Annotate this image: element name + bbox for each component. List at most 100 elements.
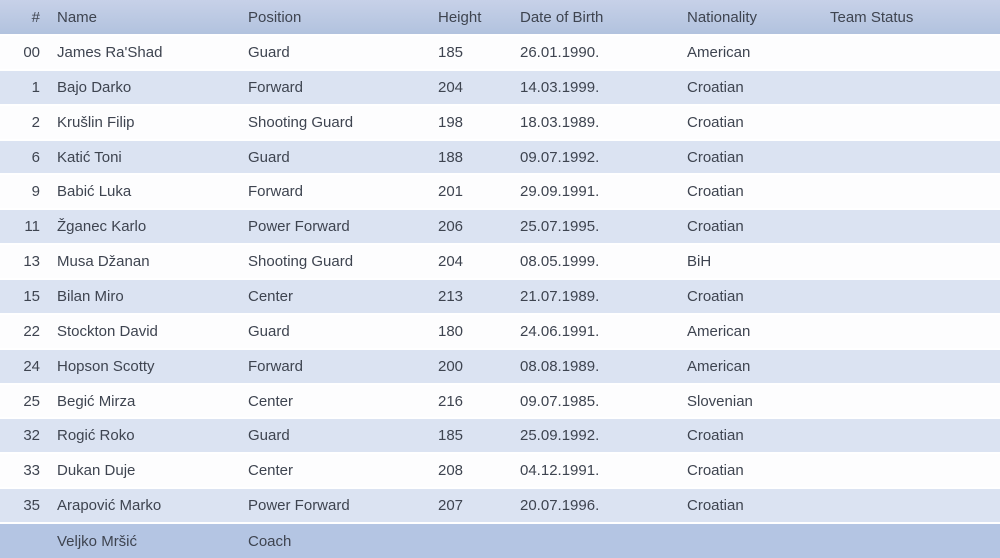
- roster-table-body: 00 James Ra'Shad Guard 185 26.01.1990. Americ…: [0, 35, 1000, 558]
- column-header-team_status: Team Status: [830, 8, 914, 26]
- cell-height: 180: [438, 322, 464, 340]
- cell-dob: 09.07.1992.: [520, 148, 600, 166]
- cell-position: Coach: [248, 532, 292, 550]
- cell-name: Stockton David: [57, 322, 158, 340]
- cell-name: Bilan Miro: [57, 287, 124, 305]
- cell-team_status: [827, 279, 1000, 314]
- cell-dob: 25.09.1992.: [520, 427, 600, 445]
- cell-position: Guard: [248, 43, 290, 61]
- cell-num: 32: [23, 427, 40, 445]
- cell-position: Power Forward: [248, 218, 350, 236]
- cell-nationality: Croatian: [687, 78, 744, 96]
- cell-nationality: Croatian: [687, 497, 744, 515]
- cell-team_status: [827, 384, 1000, 419]
- cell-position: Power Forward: [248, 497, 350, 515]
- cell-name: Žganec Karlo: [57, 218, 147, 236]
- cell-name: Krušlin Filip: [57, 113, 135, 131]
- coach-row: Veljko Mršić Coach: [0, 523, 1000, 558]
- cell-name: Katić Toni: [57, 148, 122, 166]
- cell-nationality: American: [687, 322, 751, 340]
- cell-name: Arapović Marko: [57, 497, 162, 515]
- header-row: # Name Position Height Date of Birth National…: [0, 0, 1000, 35]
- column-header-num: #: [31, 8, 40, 26]
- cell-num: 22: [23, 322, 40, 340]
- cell-dob: 14.03.1999.: [520, 78, 600, 96]
- cell-position: Shooting Guard: [248, 253, 354, 271]
- cell-num: 25: [23, 392, 40, 410]
- cell-height: 216: [438, 392, 464, 410]
- column-header-dob: Date of Birth: [520, 8, 604, 26]
- cell-dob: 04.12.1991.: [520, 462, 600, 480]
- cell-name: Begić Mirza: [57, 392, 136, 410]
- table-row: 13 Musa Džanan Shooting Guard 204 08.05.1999…: [0, 244, 1000, 280]
- cell-dob: 08.05.1999.: [520, 253, 600, 271]
- cell-nationality: Croatian: [687, 427, 744, 445]
- cell-height: 213: [438, 287, 464, 305]
- table-row: 15 Bilan Miro Center 213 21.07.1989. Croatian: [0, 279, 1000, 314]
- table-row: 2 Krušlin Filip Shooting Guard 198 18.03.198…: [0, 104, 1000, 140]
- cell-height: 204: [438, 78, 464, 96]
- cell-num: 00: [23, 43, 40, 61]
- cell-dob: 08.08.1989.: [520, 357, 600, 375]
- table-row: 32 Rogić Roko Guard 185 25.09.1992. Croatian: [0, 418, 1000, 454]
- cell-name: James Ra'Shad: [57, 43, 163, 61]
- cell-team_status: [827, 418, 1000, 453]
- cell-position: Guard: [248, 427, 290, 445]
- cell-nationality: Croatian: [687, 148, 744, 166]
- cell-nationality: Slovenian: [687, 392, 753, 410]
- table-row: 25 Begić Mirza Center 216 09.07.1985. Sloveni…: [0, 383, 1000, 419]
- cell-num: 13: [23, 253, 40, 271]
- cell-num: 15: [23, 287, 40, 305]
- column-header-nationality: Nationality: [687, 8, 758, 26]
- cell-position: Center: [248, 287, 294, 305]
- table-row: 11 Žganec Karlo Power Forward 206 25.07.1995…: [0, 209, 1000, 245]
- cell-position: Shooting Guard: [248, 113, 354, 131]
- cell-dob: 29.09.1991.: [520, 183, 600, 201]
- cell-height: 188: [438, 148, 464, 166]
- cell-team_status: [827, 35, 1000, 70]
- cell-position: Guard: [248, 148, 290, 166]
- cell-name: Hopson Scotty: [57, 357, 155, 375]
- cell-num: 1: [31, 78, 40, 96]
- cell-position: Forward: [248, 78, 304, 96]
- cell-team_status: [827, 140, 1000, 175]
- cell-num: 2: [31, 113, 40, 131]
- table-row: 33 Dukan Duje Center 208 04.12.1991. Croatian: [0, 453, 1000, 489]
- cell-name: Rogić Roko: [57, 427, 135, 445]
- cell-name: Dukan Duje: [57, 462, 136, 480]
- cell-dob: 09.07.1985.: [520, 392, 600, 410]
- cell-num: 9: [31, 183, 40, 201]
- table-row: 1 Bajo Darko Forward 204 14.03.1999. Croatian: [0, 69, 1000, 105]
- cell-height: 201: [438, 183, 464, 201]
- cell-position: Forward: [248, 183, 304, 201]
- cell-nationality: BiH: [687, 253, 712, 271]
- cell-dob: 20.07.1996.: [520, 497, 600, 515]
- column-header-height: Height: [438, 8, 482, 26]
- cell-position: Center: [248, 392, 294, 410]
- column-header-position: Position: [248, 8, 302, 26]
- table-row: 6 Katić Toni Guard 188 09.07.1992. Croatian: [0, 139, 1000, 175]
- cell-height: 206: [438, 218, 464, 236]
- cell-height: 198: [438, 113, 464, 131]
- cell-height: 207: [438, 497, 464, 515]
- cell-nationality: American: [687, 357, 751, 375]
- cell-team_status: [827, 523, 1000, 558]
- cell-height: 204: [438, 253, 464, 271]
- cell-team_status: [827, 174, 1000, 209]
- cell-team_status: [827, 314, 1000, 349]
- cell-num: 35: [23, 497, 40, 515]
- cell-team_status: [827, 244, 1000, 279]
- cell-nationality: Croatian: [687, 287, 744, 305]
- cell-position: Guard: [248, 322, 290, 340]
- cell-nationality: Croatian: [687, 462, 744, 480]
- cell-team_status: [827, 105, 1000, 140]
- table-row: 24 Hopson Scotty Forward 200 08.08.1989. Amer…: [0, 348, 1000, 384]
- cell-num: [0, 523, 50, 558]
- cell-name: Veljko Mršić: [57, 532, 138, 550]
- cell-nationality: Croatian: [687, 183, 744, 201]
- cell-height: [435, 523, 517, 558]
- cell-team_status: [827, 488, 1000, 523]
- cell-nationality: Croatian: [687, 113, 744, 131]
